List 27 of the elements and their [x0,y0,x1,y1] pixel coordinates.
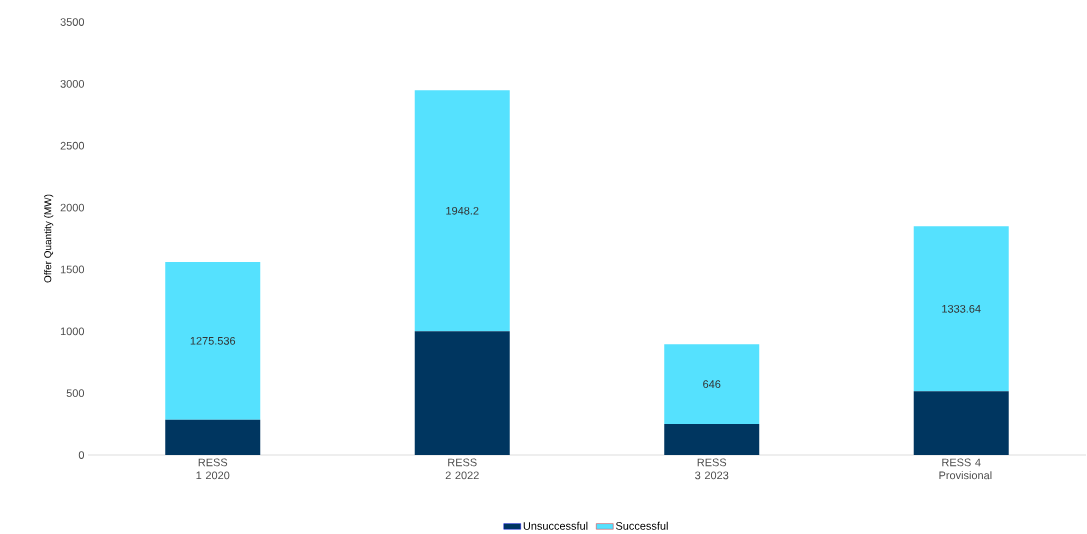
x-tick-label: RESS 4 Provisional [939,458,992,480]
y-tick-label: 0 [78,451,85,459]
y-tick-label: 1500 [60,265,85,274]
x-tick-label: RESS 2 2022 [445,458,479,480]
bar [913,391,1009,455]
y-tick-label: 2000 [60,203,85,212]
bar [414,90,510,332]
x-tick-label: RESS 1 2020 [196,458,230,480]
bar [165,261,261,420]
data-label: 646 [703,380,721,388]
y-tick-label: 3500 [60,18,85,26]
legend-label: Unsuccessful [523,521,588,530]
bar [913,226,1009,392]
y-tick-label: 500 [66,389,85,398]
y-tick-label: 1000 [60,327,85,336]
y-tick-label: 3000 [60,79,85,88]
bar [664,424,760,455]
data-label: 1275.536 [190,336,236,345]
bar [414,331,510,455]
x-tick-label: RESS 3 2023 [695,458,729,480]
data-label: 1948.2 [446,206,479,215]
bar [664,344,760,425]
legend-label: Successful [615,521,668,530]
data-label: 1333.64 [942,304,981,313]
y-axis-title: Offer Quantity (MW) [43,194,54,283]
bar [165,419,261,455]
y-tick-label: 2500 [60,141,85,150]
